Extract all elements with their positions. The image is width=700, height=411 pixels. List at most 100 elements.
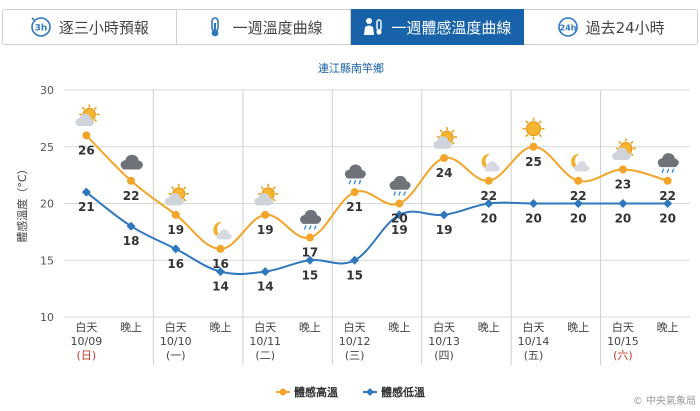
- high-point[interactable]: [618, 165, 627, 174]
- three-hour-clock-icon: 3h: [31, 17, 51, 37]
- low-point[interactable]: [439, 210, 449, 220]
- grid-lines: [64, 89, 690, 365]
- legend-label: 體感高溫: [294, 385, 338, 399]
- high-point[interactable]: [216, 244, 225, 253]
- svg-text:24h: 24h: [559, 24, 576, 33]
- chart-canvas: 連江縣南竿鄉 體感溫度（°C） 1015202530 白天10/09(日)晚上白…: [15, 61, 696, 407]
- low-point[interactable]: [484, 199, 494, 208]
- cloud-rain-icon: [300, 209, 322, 230]
- low-point[interactable]: [216, 267, 225, 277]
- high-point[interactable]: [127, 176, 136, 185]
- x-tick-period: 晚上: [657, 321, 679, 334]
- x-tick-date: 10/10: [160, 335, 192, 348]
- apparent-temperature-chart: 連江縣南竿鄉 體感溫度（°C） 10 15 20 25 30 白天 10/09 (日) 晚上白…: [0, 50, 700, 407]
- high-data-label: 22: [659, 189, 676, 203]
- tab-three-hour-forecast[interactable]: 3h 逐三小時預報: [2, 9, 177, 45]
- thermometer-icon: [210, 17, 219, 37]
- high-point[interactable]: [574, 176, 583, 185]
- x-tick-date: 10/15: [607, 335, 639, 348]
- low-data-label: 14: [212, 280, 229, 294]
- legend-item[interactable]: 體感低溫: [363, 385, 425, 399]
- high-data-label: 19: [257, 223, 274, 237]
- low-point[interactable]: [81, 187, 91, 197]
- series-lines: [85, 134, 668, 275]
- high-point[interactable]: [82, 131, 91, 140]
- low-data-label: 20: [570, 212, 587, 226]
- x-tick-date: 10/13: [428, 335, 460, 348]
- low-point[interactable]: [305, 255, 315, 265]
- x-tick-period: 白天: [254, 320, 276, 334]
- cloud-rain-icon: [344, 164, 366, 185]
- x-tick-date: 10/14: [518, 335, 550, 348]
- cloud-rain-icon: [389, 175, 411, 196]
- low-point[interactable]: [663, 199, 673, 208]
- high-point[interactable]: [484, 176, 493, 185]
- credit-text: © 中央氣象局: [633, 394, 696, 407]
- high-point[interactable]: [395, 199, 404, 208]
- partly-cloudy-sun-icon: [254, 183, 279, 206]
- high-point[interactable]: [305, 233, 314, 242]
- cloudy-icon: [120, 154, 143, 170]
- x-tick-weekday: (四): [434, 349, 454, 362]
- y-axis-ticks: 10 15 20 25 30: [40, 84, 54, 324]
- legend-item[interactable]: 體感高溫: [276, 385, 338, 399]
- low-data-label: 16: [167, 257, 184, 271]
- x-tick-period: 晚上: [567, 321, 589, 334]
- moon-cloud-icon: [213, 221, 232, 240]
- high-point[interactable]: [529, 142, 538, 151]
- low-data-label: 19: [391, 223, 408, 237]
- x-tick-weekday: (日): [77, 349, 97, 362]
- x-tick-weekday: (二): [255, 349, 275, 362]
- y-tick-label: 20: [40, 198, 54, 211]
- tab-label: 逐三小時預報: [58, 18, 149, 37]
- data-labels: 26 22 19 16 19 17 21 20 24 22 25 22 23 22 21 18 16 14 14 15…: [78, 143, 676, 293]
- low-point[interactable]: [350, 255, 360, 265]
- x-tick-period: 白天: [612, 320, 634, 334]
- low-data-label: 20: [525, 212, 542, 226]
- legend-marker: [366, 388, 374, 396]
- y-tick-label: 25: [40, 141, 54, 154]
- partly-cloudy-sun-icon: [164, 183, 189, 206]
- low-point[interactable]: [573, 199, 583, 208]
- high-point[interactable]: [171, 210, 180, 219]
- high-point[interactable]: [440, 154, 449, 163]
- low-point[interactable]: [171, 244, 181, 254]
- x-tick-period: 白天: [344, 320, 366, 334]
- high-point[interactable]: [261, 210, 270, 219]
- series-line-high: [85, 134, 668, 250]
- low-data-label: 15: [346, 268, 363, 282]
- high-point[interactable]: [663, 176, 672, 185]
- low-point[interactable]: [126, 221, 136, 231]
- high-point[interactable]: [350, 188, 359, 197]
- legend-marker: [279, 388, 287, 396]
- moon-cloud-icon: [571, 153, 590, 172]
- x-tick-date: 10/09: [71, 335, 103, 348]
- high-data-label: 22: [570, 189, 587, 203]
- high-data-label: 23: [615, 177, 632, 191]
- tab-week-apparent-temperature[interactable]: 一週體感溫度曲線: [350, 9, 525, 45]
- partly-cloudy-sun-icon: [75, 104, 100, 126]
- x-tick-period: 晚上: [210, 321, 232, 334]
- low-point[interactable]: [260, 267, 270, 277]
- x-tick-period: 白天: [433, 320, 455, 334]
- cloud-rain-icon: [657, 153, 679, 174]
- high-data-label: 21: [346, 200, 363, 214]
- tab-bar: 3h 逐三小時預報 一週溫度曲線 一週體感溫度曲線 24h 過去24小時: [2, 9, 698, 45]
- low-data-label: 21: [78, 200, 95, 214]
- low-point[interactable]: [529, 199, 538, 208]
- low-point[interactable]: [394, 210, 404, 220]
- tab-past-24-hours[interactable]: 24h 過去24小時: [524, 9, 698, 45]
- tab-week-temperature[interactable]: 一週溫度曲線: [176, 9, 351, 45]
- high-data-label: 16: [212, 257, 229, 271]
- x-tick-weekday: (一): [166, 349, 186, 362]
- x-tick-weekday: (五): [524, 349, 544, 362]
- y-axis-label: 體感溫度（°C）: [15, 163, 29, 242]
- x-tick-weekday: (三): [345, 349, 365, 362]
- low-point[interactable]: [618, 199, 628, 208]
- weather-icons: [75, 104, 679, 240]
- x-tick-period: 晚上: [120, 321, 142, 334]
- high-data-label: 22: [123, 189, 140, 203]
- high-data-label: 19: [167, 223, 184, 237]
- data-points: [81, 131, 673, 277]
